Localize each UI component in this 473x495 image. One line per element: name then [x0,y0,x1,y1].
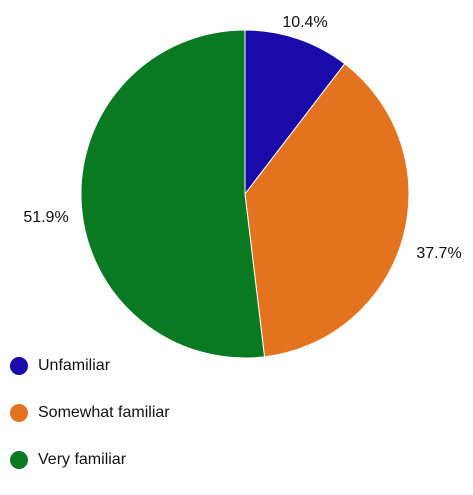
slice-label-unfamiliar: 10.4% [282,14,327,31]
legend-marker-icon [10,357,28,375]
pie-slice-unfamiliar [244,29,346,196]
pie-slice-very-familiar [80,29,266,359]
slice-label-somewhat-familiar: 37.7% [416,245,461,262]
pie-labels: 10.4% 37.7% 51.9% [23,14,461,262]
legend-marker-icon [10,404,28,422]
legend: Unfamiliar Somewhat familiar Very famili… [10,354,170,495]
legend-item-somewhat-familiar: Somewhat familiar [10,401,170,425]
slice-label-very-familiar: 51.9% [23,209,68,226]
pie-slices [80,29,410,359]
pie-chart: 10.4% 37.7% 51.9% [23,14,462,359]
legend-label: Unfamiliar [38,357,111,374]
legend-item-unfamiliar: Unfamiliar [10,354,170,378]
legend-label: Somewhat familiar [38,404,170,421]
legend-item-very-familiar: Very familiar [10,448,170,472]
pie-slice-somewhat-familiar [244,63,410,358]
legend-marker-icon [10,451,28,469]
legend-label: Very familiar [38,451,127,468]
